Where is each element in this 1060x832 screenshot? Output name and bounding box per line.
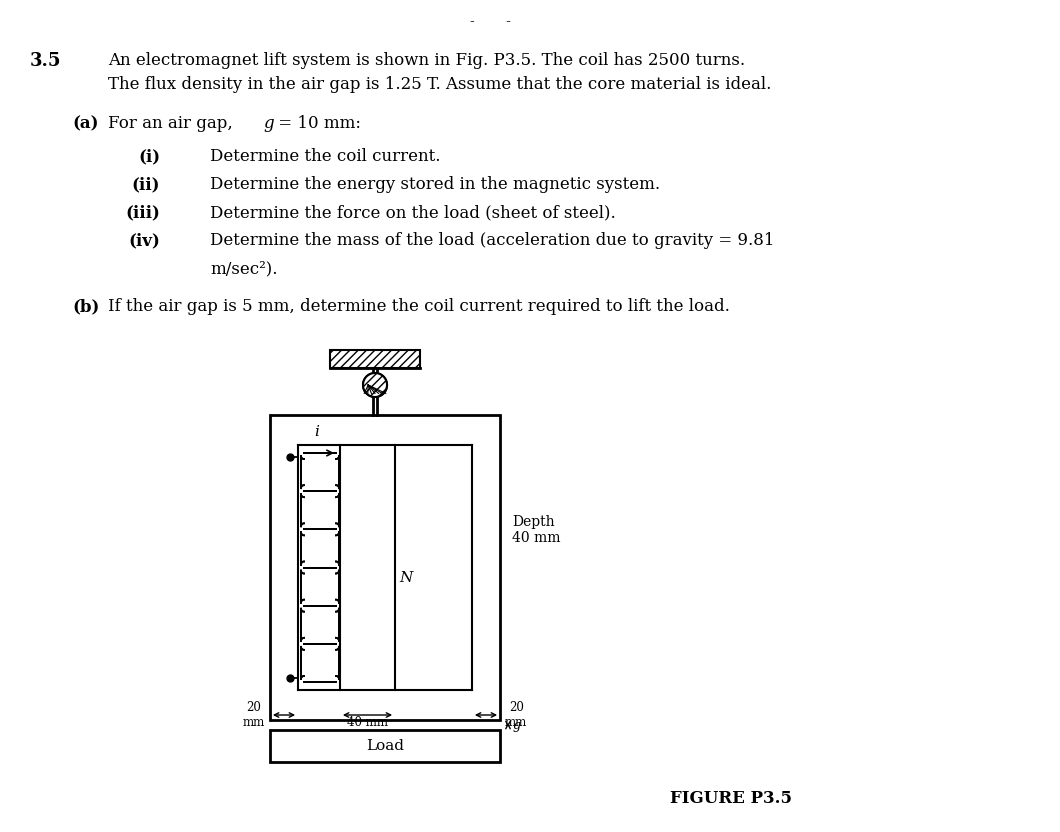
Text: An electromagnet lift system is shown in Fig. P3.5. The coil has 2500 turns.: An electromagnet lift system is shown in…: [108, 52, 745, 69]
Text: Depth
40 mm: Depth 40 mm: [512, 515, 561, 545]
Text: -     -: - -: [470, 15, 511, 29]
Text: 20
mm: 20 mm: [243, 701, 265, 729]
Text: Determine the mass of the load (acceleration due to gravity = 9.81: Determine the mass of the load (accelera…: [210, 232, 775, 249]
Circle shape: [363, 373, 387, 397]
Text: Determine the energy stored in the magnetic system.: Determine the energy stored in the magne…: [210, 176, 660, 193]
Text: (ii): (ii): [131, 176, 160, 193]
Text: Load: Load: [366, 739, 404, 753]
Bar: [340, 445, 395, 690]
Text: Determine the coil current.: Determine the coil current.: [210, 148, 441, 165]
Text: i: i: [314, 425, 319, 439]
Text: FIGURE P3.5: FIGURE P3.5: [670, 790, 792, 807]
Polygon shape: [363, 373, 387, 397]
Text: Determine the force on the load (sheet of steel).: Determine the force on the load (sheet o…: [210, 204, 616, 221]
Bar: [298, 445, 340, 690]
Text: 20
mm: 20 mm: [505, 701, 527, 729]
Text: g: g: [513, 719, 522, 731]
Bar: [330, 350, 420, 368]
Text: (i): (i): [138, 148, 160, 165]
Text: 3.5: 3.5: [30, 52, 61, 70]
Text: = 10 mm:: = 10 mm:: [273, 115, 361, 132]
Text: (b): (b): [72, 298, 100, 315]
Text: (iv): (iv): [128, 232, 160, 249]
Text: m/sec²).: m/sec²).: [210, 260, 278, 277]
Text: N: N: [399, 571, 412, 585]
Text: If the air gap is 5 mm, determine the coil current required to lift the load.: If the air gap is 5 mm, determine the co…: [108, 298, 730, 315]
Text: The flux density in the air gap is 1.25 T. Assume that the core material is idea: The flux density in the air gap is 1.25 …: [108, 76, 772, 93]
Text: g: g: [263, 115, 273, 132]
Bar: [302, 454, 338, 681]
Text: 40 mm: 40 mm: [347, 716, 388, 729]
Text: (a): (a): [72, 115, 99, 132]
Text: For an air gap,: For an air gap,: [108, 115, 238, 132]
Bar: [270, 730, 500, 762]
Text: (iii): (iii): [125, 204, 160, 221]
Bar: [270, 415, 500, 720]
Bar: [395, 445, 472, 690]
